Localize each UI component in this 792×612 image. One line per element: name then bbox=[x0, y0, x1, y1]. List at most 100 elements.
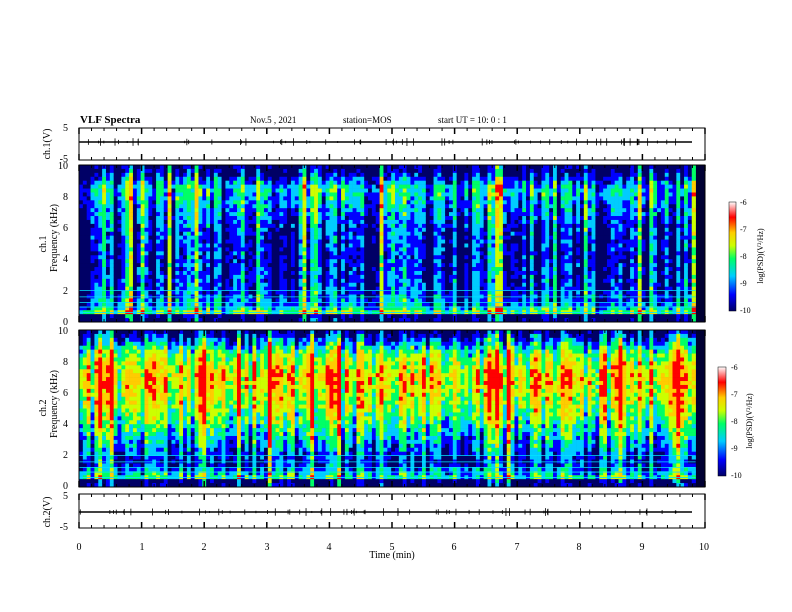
spectrogram-ch1-cell bbox=[86, 231, 91, 236]
spectrogram-ch1-cell bbox=[98, 176, 103, 181]
spectrogram-ch1-cell bbox=[541, 219, 546, 225]
spectrogram-ch1-cell bbox=[221, 239, 226, 244]
spectrogram-ch1-cell bbox=[198, 239, 203, 244]
spectrogram-ch1-cell bbox=[82, 318, 87, 323]
spectrogram-ch1-cell bbox=[252, 212, 257, 217]
spectrogram-ch1-cell bbox=[448, 231, 454, 236]
spectrogram-ch1-cell bbox=[310, 247, 315, 252]
spectrogram-ch1-cell bbox=[456, 270, 461, 276]
spectrogram-ch1-cell bbox=[398, 298, 404, 303]
spectrogram-ch1-cell bbox=[287, 204, 292, 209]
spectrogram-ch1-cell bbox=[221, 302, 226, 307]
spectrogram-ch1-cell bbox=[287, 298, 292, 303]
spectrogram-ch1-cell bbox=[437, 298, 442, 303]
spectrogram-ch1-cell bbox=[518, 172, 523, 178]
spectrogram-ch1-cell bbox=[421, 235, 427, 240]
spectrogram-ch1-cell bbox=[456, 263, 461, 268]
spectrogram-ch1-cell bbox=[190, 227, 195, 233]
spectrogram-ch1-cell bbox=[410, 306, 415, 311]
spectrogram-ch1-cell bbox=[337, 180, 342, 185]
spectrogram-ch1-cell bbox=[472, 251, 477, 256]
spectrogram-ch1-cell bbox=[472, 243, 477, 248]
spectrogram-ch1-cell bbox=[321, 302, 326, 307]
spectrogram-ch1-cell bbox=[479, 318, 484, 323]
spectrogram-ch1-cell bbox=[433, 267, 438, 272]
spectrogram-ch1-cell bbox=[140, 196, 145, 201]
spectrogram-ch1-cell bbox=[352, 290, 357, 295]
spectrogram-ch1-cell bbox=[502, 263, 508, 268]
spectrogram-ch1-cell bbox=[410, 239, 415, 244]
spectrogram-ch1-cell bbox=[248, 274, 253, 280]
spectrogram-ch1-cell bbox=[271, 286, 276, 291]
spectrogram-ch1-cell bbox=[533, 255, 538, 260]
spectrogram-ch1-cell bbox=[452, 243, 457, 248]
spectrogram-ch1-cell bbox=[86, 227, 91, 233]
spectrogram-ch1-cell bbox=[360, 314, 365, 319]
spectrogram-ch1-cell bbox=[356, 184, 361, 189]
spectrogram-ch1-cell bbox=[82, 180, 87, 185]
spectrogram-ch1-cell bbox=[102, 184, 107, 189]
spectrogram-ch1-cell bbox=[129, 243, 134, 248]
spectrogram-ch1-cell bbox=[395, 286, 400, 291]
spectrogram-ch1-cell bbox=[82, 196, 87, 201]
spectrogram-ch1-cell bbox=[94, 278, 99, 284]
spectrogram-ch1-cell bbox=[82, 247, 87, 252]
spectrogram-ch1-cell bbox=[387, 196, 392, 201]
spectrogram-ch1-cell bbox=[545, 247, 550, 252]
spectrogram-ch1-cell bbox=[94, 235, 99, 240]
spectrogram-ch1-cell bbox=[190, 267, 195, 272]
spectrogram-ch1-cell bbox=[487, 247, 492, 252]
spectrogram-ch1-cell bbox=[105, 176, 111, 181]
spectrogram-ch1-cell bbox=[221, 282, 226, 287]
spectrogram-ch1-cell bbox=[510, 314, 515, 319]
spectrogram-ch1-cell bbox=[464, 168, 469, 174]
spectrogram-ch1-cell bbox=[298, 176, 303, 181]
spectrogram-ch1-cell bbox=[549, 180, 554, 185]
spectrogram-ch1-cell bbox=[113, 290, 118, 295]
spectrogram-ch1-cell bbox=[533, 318, 538, 323]
spectrogram-ch1-cell bbox=[329, 227, 334, 233]
spectrogram-ch1-cell bbox=[117, 274, 122, 280]
spectrogram-ch1-cell bbox=[371, 247, 377, 252]
spectrogram-ch1-cell bbox=[294, 302, 299, 307]
spectrogram-ch1-cell bbox=[502, 278, 508, 284]
spectrogram-ch1-cell bbox=[125, 302, 130, 307]
spectrogram-ch1-cell bbox=[437, 259, 442, 264]
spectrogram-ch1-cell bbox=[529, 216, 535, 221]
spectrogram-ch1-cell bbox=[429, 227, 434, 233]
spectrogram-ch1-cell bbox=[460, 200, 465, 205]
spectrogram-ch1-cell bbox=[221, 227, 226, 233]
spectrogram-ch1-cell bbox=[472, 188, 477, 193]
spectrogram-ch1-cell bbox=[448, 282, 454, 287]
spectrogram-ch1-cell bbox=[82, 251, 87, 256]
spectrogram-ch1-cell bbox=[152, 259, 157, 264]
spectrogram-ch1-cell bbox=[252, 251, 257, 256]
spectrogram-ch1-cell bbox=[549, 172, 554, 178]
spectrogram-ch1-cell bbox=[368, 318, 373, 323]
spectrogram-ch1-cell bbox=[210, 278, 215, 284]
spectrogram-ch1-cell bbox=[302, 286, 307, 291]
spectrogram-ch1-cell bbox=[283, 223, 288, 229]
spectrogram-ch1-cell bbox=[152, 267, 157, 272]
spectrogram-ch1-cell bbox=[175, 196, 180, 201]
spectrogram-ch1-cell bbox=[256, 251, 261, 256]
spectrogram-ch1-cell bbox=[452, 255, 457, 260]
spectrogram-ch1-cell bbox=[94, 263, 99, 268]
spectrogram-ch1-cell bbox=[229, 298, 234, 303]
spectrogram-ch1-cell bbox=[121, 172, 126, 178]
spectrogram-ch1-cell bbox=[425, 282, 430, 287]
spectrogram-ch1-cell bbox=[456, 212, 461, 217]
spectrogram-ch1-cell bbox=[213, 314, 219, 319]
spectrogram-ch1-cell bbox=[368, 172, 373, 178]
spectrogram-ch1-cell bbox=[260, 239, 265, 244]
spectrogram-ch1-cell bbox=[217, 318, 222, 323]
spectrogram-ch1-cell bbox=[395, 314, 400, 319]
spectrogram-ch1-cell bbox=[237, 274, 242, 280]
spectrogram-ch1-cell bbox=[186, 216, 192, 221]
spectrogram-ch1-cell bbox=[537, 255, 542, 260]
spectrogram-ch1-cell bbox=[445, 286, 450, 291]
spectrogram-ch1-cell bbox=[213, 235, 219, 240]
spectrogram-ch1-cell bbox=[94, 176, 99, 181]
spectrogram-ch1-cell bbox=[499, 212, 504, 217]
spectrogram-ch1-cell bbox=[410, 282, 415, 287]
